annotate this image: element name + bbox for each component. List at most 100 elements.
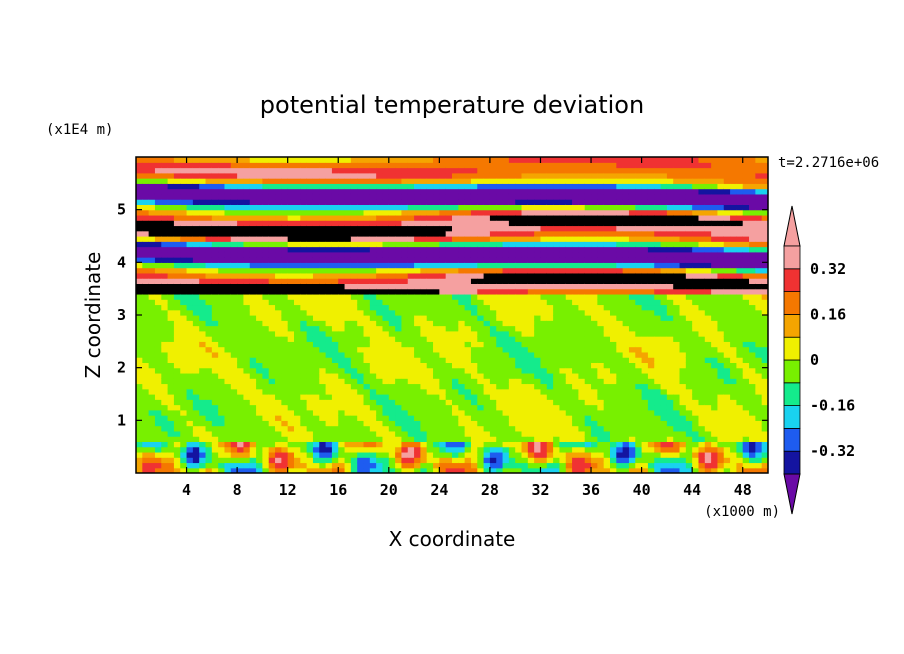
heatmap-cell — [230, 451, 238, 458]
heatmap-cell — [439, 462, 447, 469]
heatmap-cell — [256, 172, 263, 179]
heatmap-cell — [445, 362, 453, 369]
heatmap-cell — [433, 157, 440, 163]
heatmap-cell — [224, 409, 232, 416]
heatmap-cell — [136, 451, 143, 458]
heatmap-cell — [439, 172, 447, 179]
heatmap-cell — [445, 288, 453, 295]
heatmap-cell — [584, 214, 592, 221]
heatmap-cell — [445, 436, 453, 442]
heatmap-cell — [489, 462, 497, 469]
heatmap-cell — [382, 204, 390, 211]
heatmap-cell — [249, 341, 257, 348]
heatmap-cell — [414, 420, 421, 427]
heatmap-cell — [192, 394, 200, 400]
heatmap-cell — [199, 293, 207, 300]
heatmap-cell — [281, 357, 289, 363]
heatmap-cell — [458, 304, 466, 311]
heatmap-cell — [616, 283, 624, 290]
heatmap-cell — [572, 199, 579, 205]
heatmap-cell — [458, 288, 466, 295]
heatmap-cell — [312, 278, 320, 284]
heatmap-cell — [350, 357, 358, 363]
heatmap-cell — [591, 372, 598, 379]
heatmap-cell — [572, 209, 579, 216]
heatmap-cell — [287, 304, 295, 311]
heatmap-cell — [565, 315, 573, 321]
heatmap-cell — [433, 436, 440, 442]
heatmap-cell — [470, 457, 478, 464]
heatmap-cell — [256, 288, 263, 295]
heatmap-cell — [521, 320, 529, 327]
heatmap-cell — [363, 225, 371, 232]
heatmap-cell — [211, 325, 219, 332]
heatmap-cell — [635, 320, 643, 327]
heatmap-cell — [262, 451, 270, 458]
heatmap-cell — [262, 446, 270, 453]
heatmap-cell — [527, 257, 535, 263]
heatmap-cell — [628, 278, 636, 284]
heatmap-cell — [325, 357, 333, 363]
heatmap-cell — [319, 199, 327, 205]
heatmap-cell — [218, 367, 226, 374]
heatmap-cell — [553, 457, 561, 464]
heatmap-cell — [407, 220, 415, 227]
heatmap-cell — [161, 209, 169, 216]
heatmap-cell — [433, 267, 440, 274]
heatmap-cell — [420, 241, 428, 248]
heatmap-cell — [515, 309, 523, 316]
heatmap-cell — [205, 157, 213, 163]
heatmap-cell — [173, 441, 181, 448]
heatmap-cell — [180, 420, 188, 427]
heatmap-cell — [173, 257, 181, 263]
heatmap-cell — [597, 451, 605, 458]
heatmap-cell — [477, 262, 485, 269]
heatmap-cell — [224, 367, 232, 374]
heatmap-cell — [325, 420, 333, 427]
heatmap-cell — [325, 336, 333, 342]
heatmap-cell — [515, 214, 523, 221]
heatmap-cell — [616, 320, 624, 327]
heatmap-cell — [357, 162, 365, 169]
heatmap-cell — [489, 315, 497, 321]
heatmap-cell — [287, 383, 295, 390]
heatmap-cell — [192, 351, 200, 358]
heatmap-cell — [534, 257, 542, 263]
heatmap-cell — [249, 272, 257, 279]
heatmap-cell — [628, 383, 636, 390]
heatmap-cell — [628, 225, 636, 232]
heatmap-cell — [211, 236, 219, 242]
heatmap-cell — [477, 346, 485, 353]
heatmap-cell — [616, 372, 624, 379]
heatmap-cell — [540, 430, 548, 437]
heatmap-cell — [180, 351, 188, 358]
heatmap-cell — [357, 299, 365, 306]
heatmap-cell — [521, 409, 529, 416]
heatmap-cell — [433, 420, 440, 427]
heatmap-cell — [350, 457, 358, 464]
heatmap-cell — [338, 304, 346, 311]
heatmap-cell — [243, 467, 251, 473]
heatmap-cell — [540, 267, 548, 274]
heatmap-cell — [142, 357, 150, 363]
heatmap-cell — [578, 293, 586, 300]
heatmap-cell — [445, 172, 453, 179]
heatmap-cell — [325, 415, 333, 421]
heatmap-cell — [224, 351, 232, 358]
heatmap-cell — [445, 394, 453, 400]
heatmap-cell — [161, 388, 169, 395]
heatmap-cell — [414, 341, 421, 348]
heatmap-cell — [319, 267, 327, 274]
heatmap-cell — [597, 157, 605, 163]
heatmap-cell — [407, 399, 415, 406]
heatmap-cell — [369, 209, 377, 216]
heatmap-cell — [363, 372, 371, 379]
heatmap-cell — [477, 172, 485, 179]
heatmap-cell — [363, 399, 371, 406]
heatmap-cell — [527, 299, 535, 306]
heatmap-cell — [382, 425, 390, 432]
heatmap-cell — [591, 446, 598, 453]
heatmap-cell — [205, 220, 213, 227]
heatmap-cell — [508, 283, 516, 290]
heatmap-cell — [483, 467, 491, 473]
